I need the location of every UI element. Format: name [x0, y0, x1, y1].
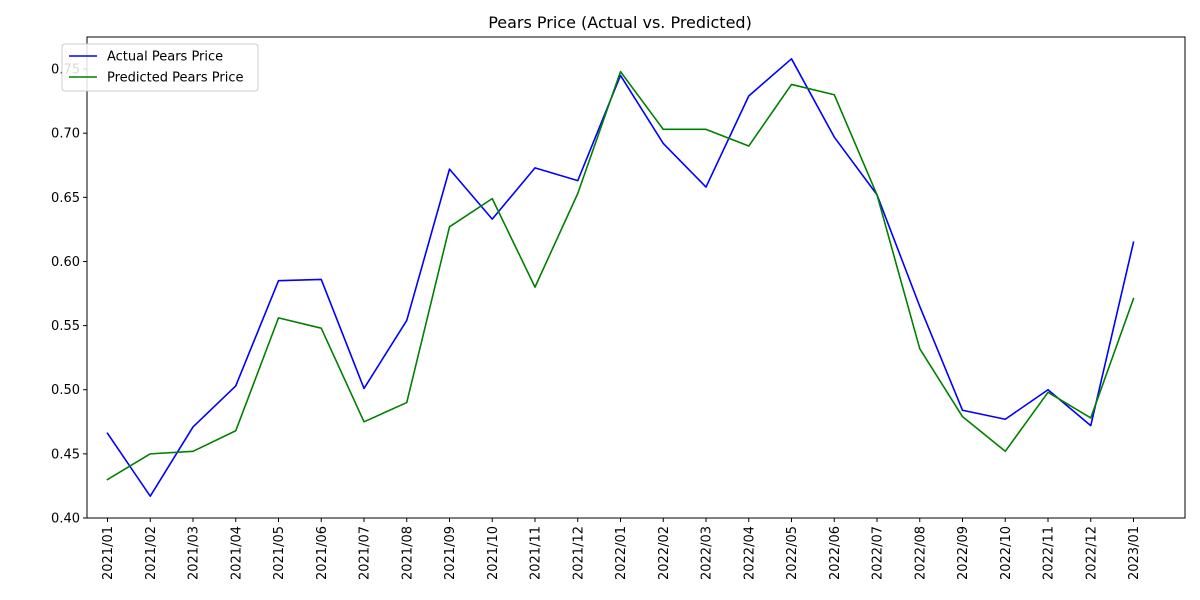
legend-box — [61, 43, 259, 92]
y-tick-label: 0.70 — [51, 127, 80, 142]
x-tick-label: 2021/08 — [400, 526, 415, 580]
series-line-predicted — [106, 70, 1135, 481]
x-tick-label: 2021/11 — [529, 526, 544, 580]
x-tick-label: 2022/09 — [956, 526, 971, 580]
x-tick-label: 2021/01 — [101, 526, 116, 580]
x-tick-label: 2022/12 — [1084, 526, 1099, 580]
plot-area — [86, 36, 1186, 519]
legend: Actual Pears Price Predicted Pears Price — [61, 43, 259, 92]
x-tick-label: 2021/04 — [229, 526, 244, 580]
y-tick-label: 0.45 — [51, 447, 80, 462]
x-tick-label: 2022/04 — [742, 526, 757, 580]
x-axis: 2021/01 2021/02 2021/03 2021/04 2021/05 2021/… — [101, 518, 1142, 580]
series-layer — [106, 58, 1135, 497]
x-tick-label: 2022/02 — [657, 526, 672, 580]
x-tick-label: 2022/07 — [871, 526, 886, 580]
x-tick-label: 2022/11 — [1042, 526, 1057, 580]
y-tick-label: 0.40 — [51, 512, 80, 527]
y-tick-label: 0.55 — [51, 319, 80, 334]
y-tick-label: 0.60 — [51, 255, 80, 270]
x-tick-label: 2021/06 — [315, 526, 330, 580]
x-tick-label: 2022/10 — [999, 526, 1014, 580]
x-tick-label: 2021/07 — [358, 526, 373, 580]
x-tick-label: 2021/02 — [144, 526, 159, 580]
y-tick-label: 0.65 — [51, 191, 80, 206]
x-tick-label: 2021/09 — [443, 526, 458, 580]
x-tick-label: 2022/01 — [614, 526, 629, 580]
legend-label: Predicted Pears Price — [107, 71, 243, 86]
x-tick-label: 2023/01 — [1127, 526, 1142, 580]
x-tick-label: 2021/10 — [486, 526, 501, 580]
series-line-actual — [106, 58, 1135, 497]
y-tick-label: 0.50 — [51, 383, 80, 398]
legend-label: Actual Pears Price — [107, 50, 223, 65]
x-tick-label: 2022/03 — [700, 526, 715, 580]
x-tick-label: 2021/03 — [187, 526, 202, 580]
x-tick-label: 2022/06 — [828, 526, 843, 580]
x-tick-label: 2021/05 — [272, 526, 287, 580]
x-tick-label: 2022/05 — [785, 526, 800, 580]
x-tick-label: 2021/12 — [571, 526, 586, 580]
chart-title: Pears Price (Actual vs. Predicted) — [488, 13, 752, 32]
x-tick-label: 2022/08 — [913, 526, 928, 580]
